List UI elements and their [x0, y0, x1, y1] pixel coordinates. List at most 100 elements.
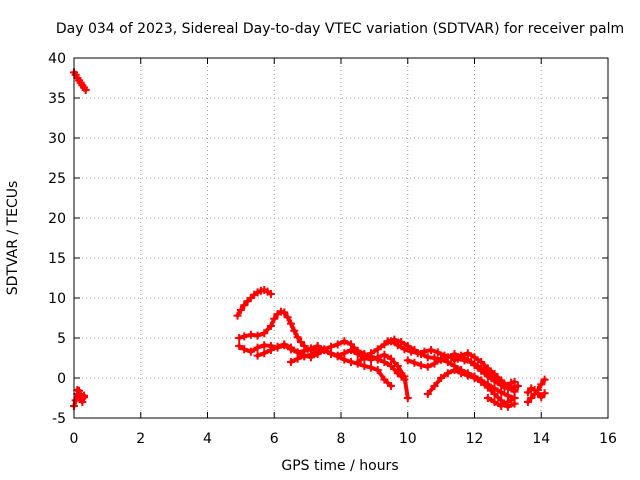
data-point [326, 349, 335, 358]
data-point [78, 398, 87, 406]
data-point [380, 350, 389, 359]
data-point [286, 358, 295, 366]
series-trail [452, 351, 517, 394]
data-point [340, 337, 349, 346]
data-point [333, 352, 342, 361]
y-axis-label: SDTVAR / TECUs [5, 181, 21, 296]
data-point [353, 358, 362, 366]
y-tick-label: 0 [57, 371, 66, 387]
data-point [367, 363, 376, 372]
data-point [236, 306, 245, 314]
data-point [270, 314, 279, 323]
data-point [235, 342, 244, 350]
data-point [423, 353, 432, 362]
series-arc-13 [450, 349, 519, 396]
data-point [397, 338, 406, 346]
data-point [463, 371, 472, 380]
y-tick-label: 35 [48, 91, 66, 107]
data-point [433, 348, 442, 357]
data-point [383, 337, 392, 346]
y-tick-label: 15 [48, 251, 66, 267]
data-point [387, 382, 396, 390]
data-point [266, 346, 275, 354]
data-point [260, 341, 269, 350]
data-point [457, 351, 466, 360]
data-point [71, 396, 80, 405]
data-point [260, 349, 269, 358]
data-point [423, 362, 432, 371]
chart-title: Day 034 of 2023, Sidereal Day-to-day VTE… [56, 21, 624, 37]
plot-frame [73, 57, 609, 419]
data-point [260, 329, 269, 338]
data-point [380, 375, 389, 384]
y-tick-label: 20 [48, 211, 66, 227]
data-point [470, 353, 479, 362]
data-point [283, 313, 292, 322]
data-point [430, 382, 439, 390]
data-point [497, 388, 506, 397]
data-point [373, 366, 382, 374]
data-point [483, 394, 492, 402]
data-point [286, 319, 295, 328]
data-point [347, 358, 356, 366]
data-point [306, 353, 315, 362]
y-tick-labels: -5 0 5 10 15 20 25 30 35 40 [48, 51, 66, 427]
data-point [293, 333, 302, 342]
data-point [510, 394, 519, 402]
data-point [347, 340, 356, 349]
data-point [477, 366, 486, 375]
data-point [293, 354, 302, 363]
data-point [273, 342, 282, 351]
data-point [286, 343, 295, 352]
data-point [253, 343, 262, 352]
data-point [253, 331, 262, 340]
data-point [333, 340, 342, 349]
data-point [253, 351, 262, 360]
data-point [81, 86, 90, 94]
data-point [367, 349, 376, 358]
data-point [417, 350, 426, 358]
series-arc-16 [523, 384, 549, 402]
data-point [483, 364, 492, 373]
data-point [483, 383, 492, 392]
data-point [540, 389, 549, 398]
data-point [490, 370, 499, 378]
x-tick-label: 6 [270, 431, 279, 447]
data-point [320, 346, 329, 354]
data-point [280, 340, 289, 349]
data-point [266, 290, 275, 298]
data-point [477, 358, 486, 366]
data-point [373, 345, 382, 354]
data-point [373, 355, 382, 364]
data-point [280, 308, 289, 317]
x-tick-label: 2 [136, 431, 145, 447]
data-point [235, 334, 244, 342]
data-point [380, 358, 389, 366]
data-point [246, 347, 255, 356]
data-point [450, 366, 459, 374]
data-point [360, 353, 369, 362]
data-point [463, 349, 472, 358]
data-point [400, 375, 409, 384]
x-tick-label: 10 [399, 431, 417, 447]
data-point [490, 398, 499, 406]
data-point [443, 369, 452, 378]
data-point [266, 322, 275, 330]
x-tick-label: 4 [203, 431, 212, 447]
data-point [437, 374, 446, 382]
data-point [443, 358, 452, 366]
data-point [490, 377, 499, 386]
x-axis-label: GPS time / hours [281, 458, 398, 474]
series-arc-1 [70, 68, 90, 94]
data-point [313, 350, 322, 358]
data-point [403, 342, 412, 350]
data-point [450, 356, 459, 365]
x-tick-label: 8 [337, 431, 346, 447]
data-point [393, 362, 402, 370]
x-tick-label: 0 [70, 431, 79, 447]
series-arc-8 [286, 346, 396, 390]
data-point [360, 362, 369, 370]
y-tick-label: 30 [48, 131, 66, 147]
series-arc-3 [73, 386, 89, 406]
